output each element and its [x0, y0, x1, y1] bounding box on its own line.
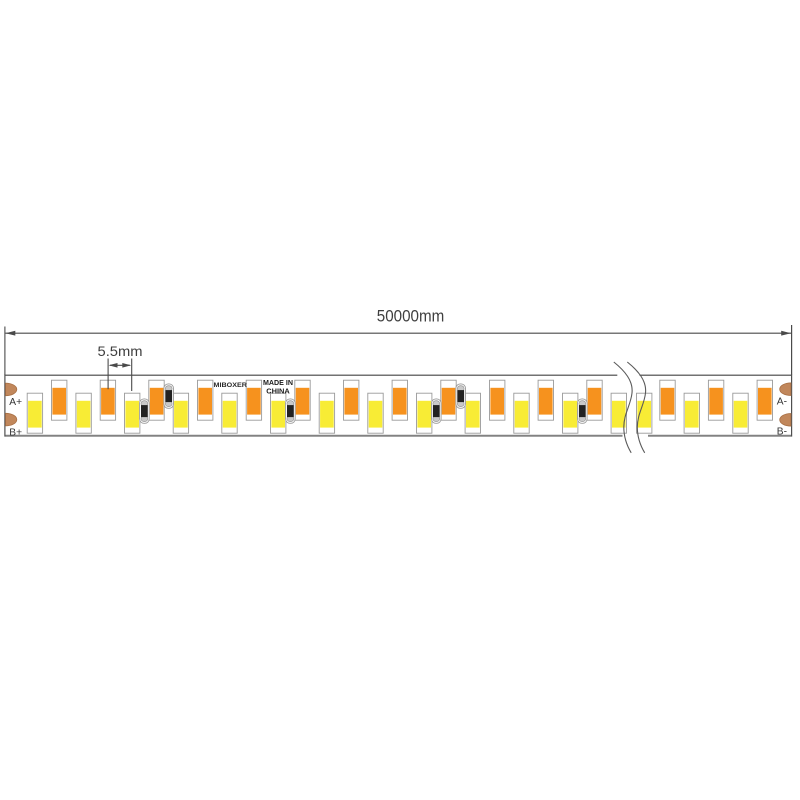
- svg-text:50000mm: 50000mm: [377, 306, 445, 325]
- svg-text:A+: A+: [9, 397, 22, 408]
- svg-text:5.5mm: 5.5mm: [98, 344, 143, 359]
- svg-text:MIBOXER: MIBOXER: [214, 382, 248, 389]
- svg-text:MADE IN: MADE IN: [263, 378, 293, 387]
- svg-text:B+: B+: [9, 427, 22, 438]
- svg-text:A-: A-: [777, 396, 787, 407]
- svg-text:CHINA: CHINA: [266, 386, 290, 395]
- svg-text:B-: B-: [777, 426, 787, 437]
